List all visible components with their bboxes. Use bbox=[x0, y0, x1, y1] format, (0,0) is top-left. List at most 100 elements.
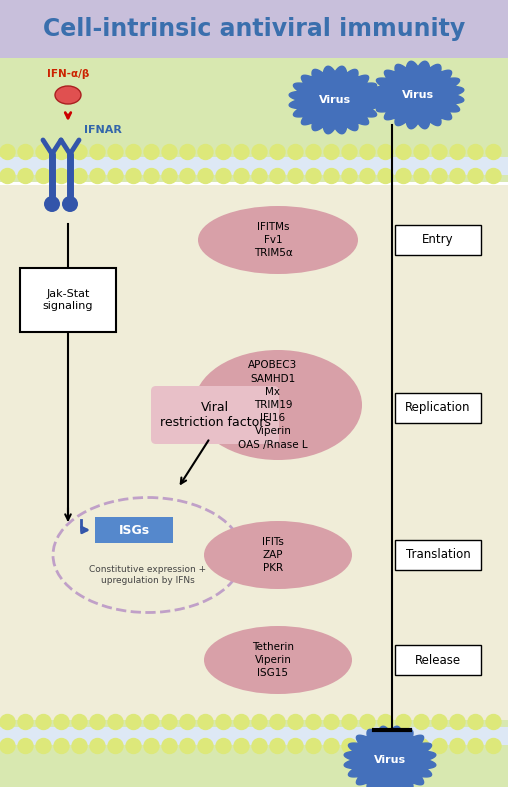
Circle shape bbox=[396, 168, 411, 183]
Text: Virus: Virus bbox=[402, 90, 434, 100]
Circle shape bbox=[62, 196, 78, 212]
Circle shape bbox=[180, 168, 195, 183]
Circle shape bbox=[252, 168, 267, 183]
Circle shape bbox=[252, 738, 267, 753]
Ellipse shape bbox=[55, 86, 81, 104]
Circle shape bbox=[468, 738, 483, 753]
Circle shape bbox=[216, 715, 231, 730]
Circle shape bbox=[198, 168, 213, 183]
Circle shape bbox=[486, 145, 501, 160]
Text: Replication: Replication bbox=[405, 401, 471, 415]
Ellipse shape bbox=[204, 626, 352, 694]
Circle shape bbox=[432, 715, 447, 730]
Circle shape bbox=[54, 738, 69, 753]
FancyBboxPatch shape bbox=[20, 268, 116, 332]
Circle shape bbox=[468, 168, 483, 183]
Circle shape bbox=[468, 145, 483, 160]
FancyBboxPatch shape bbox=[395, 645, 481, 675]
Circle shape bbox=[126, 168, 141, 183]
Circle shape bbox=[180, 145, 195, 160]
Circle shape bbox=[162, 145, 177, 160]
Circle shape bbox=[486, 715, 501, 730]
Circle shape bbox=[270, 738, 285, 753]
Circle shape bbox=[144, 715, 159, 730]
Circle shape bbox=[342, 715, 357, 730]
Circle shape bbox=[450, 715, 465, 730]
Circle shape bbox=[126, 145, 141, 160]
Text: IFITMs
Fv1
TRIM5α: IFITMs Fv1 TRIM5α bbox=[253, 222, 293, 258]
Circle shape bbox=[162, 715, 177, 730]
FancyBboxPatch shape bbox=[95, 517, 173, 543]
FancyBboxPatch shape bbox=[395, 225, 481, 255]
Circle shape bbox=[306, 738, 321, 753]
Circle shape bbox=[198, 738, 213, 753]
Circle shape bbox=[144, 145, 159, 160]
Circle shape bbox=[72, 145, 87, 160]
Circle shape bbox=[0, 145, 15, 160]
Circle shape bbox=[378, 715, 393, 730]
Circle shape bbox=[396, 145, 411, 160]
Circle shape bbox=[450, 145, 465, 160]
Circle shape bbox=[252, 145, 267, 160]
Circle shape bbox=[288, 715, 303, 730]
Circle shape bbox=[126, 738, 141, 753]
Circle shape bbox=[342, 145, 357, 160]
Text: Translation: Translation bbox=[405, 549, 470, 561]
Bar bbox=[0, 185, 508, 720]
Circle shape bbox=[306, 168, 321, 183]
Circle shape bbox=[432, 145, 447, 160]
Circle shape bbox=[234, 145, 249, 160]
Text: Entry: Entry bbox=[422, 234, 454, 246]
Bar bbox=[0, 0, 508, 58]
Circle shape bbox=[414, 168, 429, 183]
Text: Virus: Virus bbox=[374, 755, 406, 765]
Circle shape bbox=[90, 168, 105, 183]
Circle shape bbox=[450, 738, 465, 753]
Circle shape bbox=[216, 168, 231, 183]
Text: ISGs: ISGs bbox=[118, 523, 149, 537]
Circle shape bbox=[216, 145, 231, 160]
Circle shape bbox=[162, 738, 177, 753]
Circle shape bbox=[18, 145, 33, 160]
Circle shape bbox=[324, 145, 339, 160]
Circle shape bbox=[414, 738, 429, 753]
Text: Viral
restriction factors: Viral restriction factors bbox=[160, 401, 270, 429]
Circle shape bbox=[90, 738, 105, 753]
Circle shape bbox=[180, 715, 195, 730]
Circle shape bbox=[36, 738, 51, 753]
Circle shape bbox=[396, 738, 411, 753]
Circle shape bbox=[90, 715, 105, 730]
Circle shape bbox=[360, 715, 375, 730]
Circle shape bbox=[126, 715, 141, 730]
Text: Release: Release bbox=[415, 653, 461, 667]
Circle shape bbox=[414, 715, 429, 730]
Ellipse shape bbox=[194, 350, 362, 460]
Circle shape bbox=[486, 738, 501, 753]
Circle shape bbox=[108, 715, 123, 730]
Circle shape bbox=[54, 715, 69, 730]
Circle shape bbox=[0, 715, 15, 730]
Circle shape bbox=[198, 145, 213, 160]
Text: Virus: Virus bbox=[319, 95, 351, 105]
FancyBboxPatch shape bbox=[395, 540, 481, 570]
Circle shape bbox=[18, 715, 33, 730]
Text: IFNAR: IFNAR bbox=[84, 125, 122, 135]
Circle shape bbox=[234, 715, 249, 730]
Circle shape bbox=[288, 168, 303, 183]
Circle shape bbox=[486, 168, 501, 183]
Circle shape bbox=[396, 715, 411, 730]
Circle shape bbox=[108, 738, 123, 753]
Circle shape bbox=[18, 168, 33, 183]
Circle shape bbox=[144, 738, 159, 753]
Bar bbox=[0, 157, 508, 176]
FancyBboxPatch shape bbox=[395, 393, 481, 423]
Circle shape bbox=[18, 738, 33, 753]
Circle shape bbox=[306, 715, 321, 730]
Circle shape bbox=[90, 145, 105, 160]
Circle shape bbox=[378, 168, 393, 183]
Circle shape bbox=[162, 168, 177, 183]
Text: Jak-Stat
signaling: Jak-Stat signaling bbox=[43, 289, 93, 311]
Circle shape bbox=[360, 168, 375, 183]
Circle shape bbox=[468, 715, 483, 730]
Circle shape bbox=[342, 168, 357, 183]
